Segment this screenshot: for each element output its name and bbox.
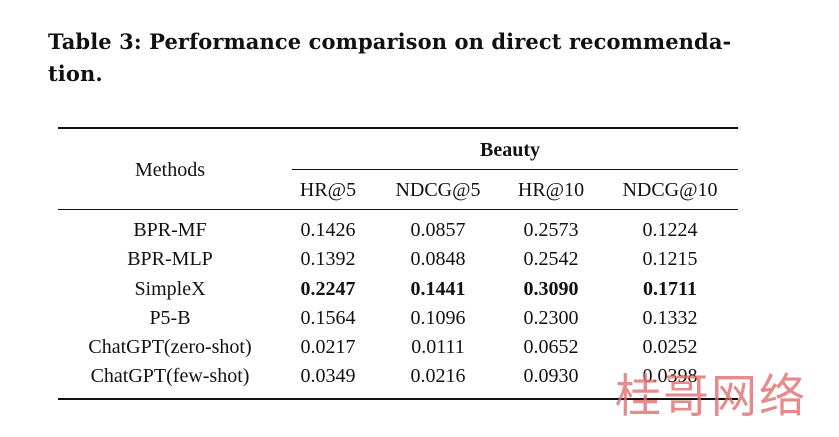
table-cell: 0.1392	[300, 248, 356, 270]
table-cell: 0.0216	[410, 365, 466, 387]
table-row-method: BPR-MLP	[127, 248, 213, 270]
table-bottom-rule	[58, 398, 738, 400]
table-top-rule	[58, 127, 738, 129]
table-cell: 0.0252	[642, 336, 698, 358]
table-caption: Table 3: Performance comparison on direc…	[48, 29, 732, 86]
table-cell: 0.1564	[300, 307, 356, 329]
watermark: 桂哥网络	[615, 369, 807, 423]
table-cell: 0.0349	[300, 365, 356, 387]
table-cell: 0.1711	[643, 278, 697, 300]
table-row-method: ChatGPT(few-shot)	[90, 365, 250, 387]
table-cell: 0.0857	[410, 219, 466, 241]
table-cell: 0.1215	[642, 248, 698, 270]
table-row-method: SimpleX	[134, 278, 206, 300]
metric-header-ndcg10: NDCG@10	[622, 179, 718, 201]
table-cell: 0.0217	[300, 336, 356, 358]
table-cell: 0.1332	[642, 307, 698, 329]
group-header-beauty: Beauty	[480, 139, 540, 161]
table-row-method: ChatGPT(zero-shot)	[88, 336, 252, 358]
table-cell: 0.1426	[300, 219, 356, 241]
table-cell: 0.0111	[411, 336, 465, 358]
table-cell: 0.0652	[523, 336, 579, 358]
table-cell: 0.2300	[523, 307, 579, 329]
table-cell: 0.0848	[410, 248, 466, 270]
table-cell: 0.1441	[410, 278, 466, 300]
table-row-method: P5-B	[149, 307, 191, 329]
table-cell: 0.0930	[523, 365, 579, 387]
table-cell: 0.0398	[642, 365, 698, 387]
metric-header-ndcg5: NDCG@5	[395, 179, 481, 201]
table-cell: 0.2573	[523, 219, 579, 241]
table-cell: 0.3090	[523, 278, 579, 300]
table-cell: 0.1224	[642, 219, 698, 241]
metric-header-hr10: HR@10	[517, 179, 585, 201]
table-cell: 0.2542	[523, 248, 579, 270]
header-bottom-rule	[58, 209, 738, 210]
table-cell: 0.1096	[410, 307, 466, 329]
methods-header: Methods	[135, 159, 205, 181]
table-cell: 0.2247	[300, 278, 356, 300]
metric-header-hr5: HR@5	[299, 179, 357, 201]
group-header-rule	[292, 169, 738, 170]
table-row-method: BPR-MF	[133, 219, 207, 241]
